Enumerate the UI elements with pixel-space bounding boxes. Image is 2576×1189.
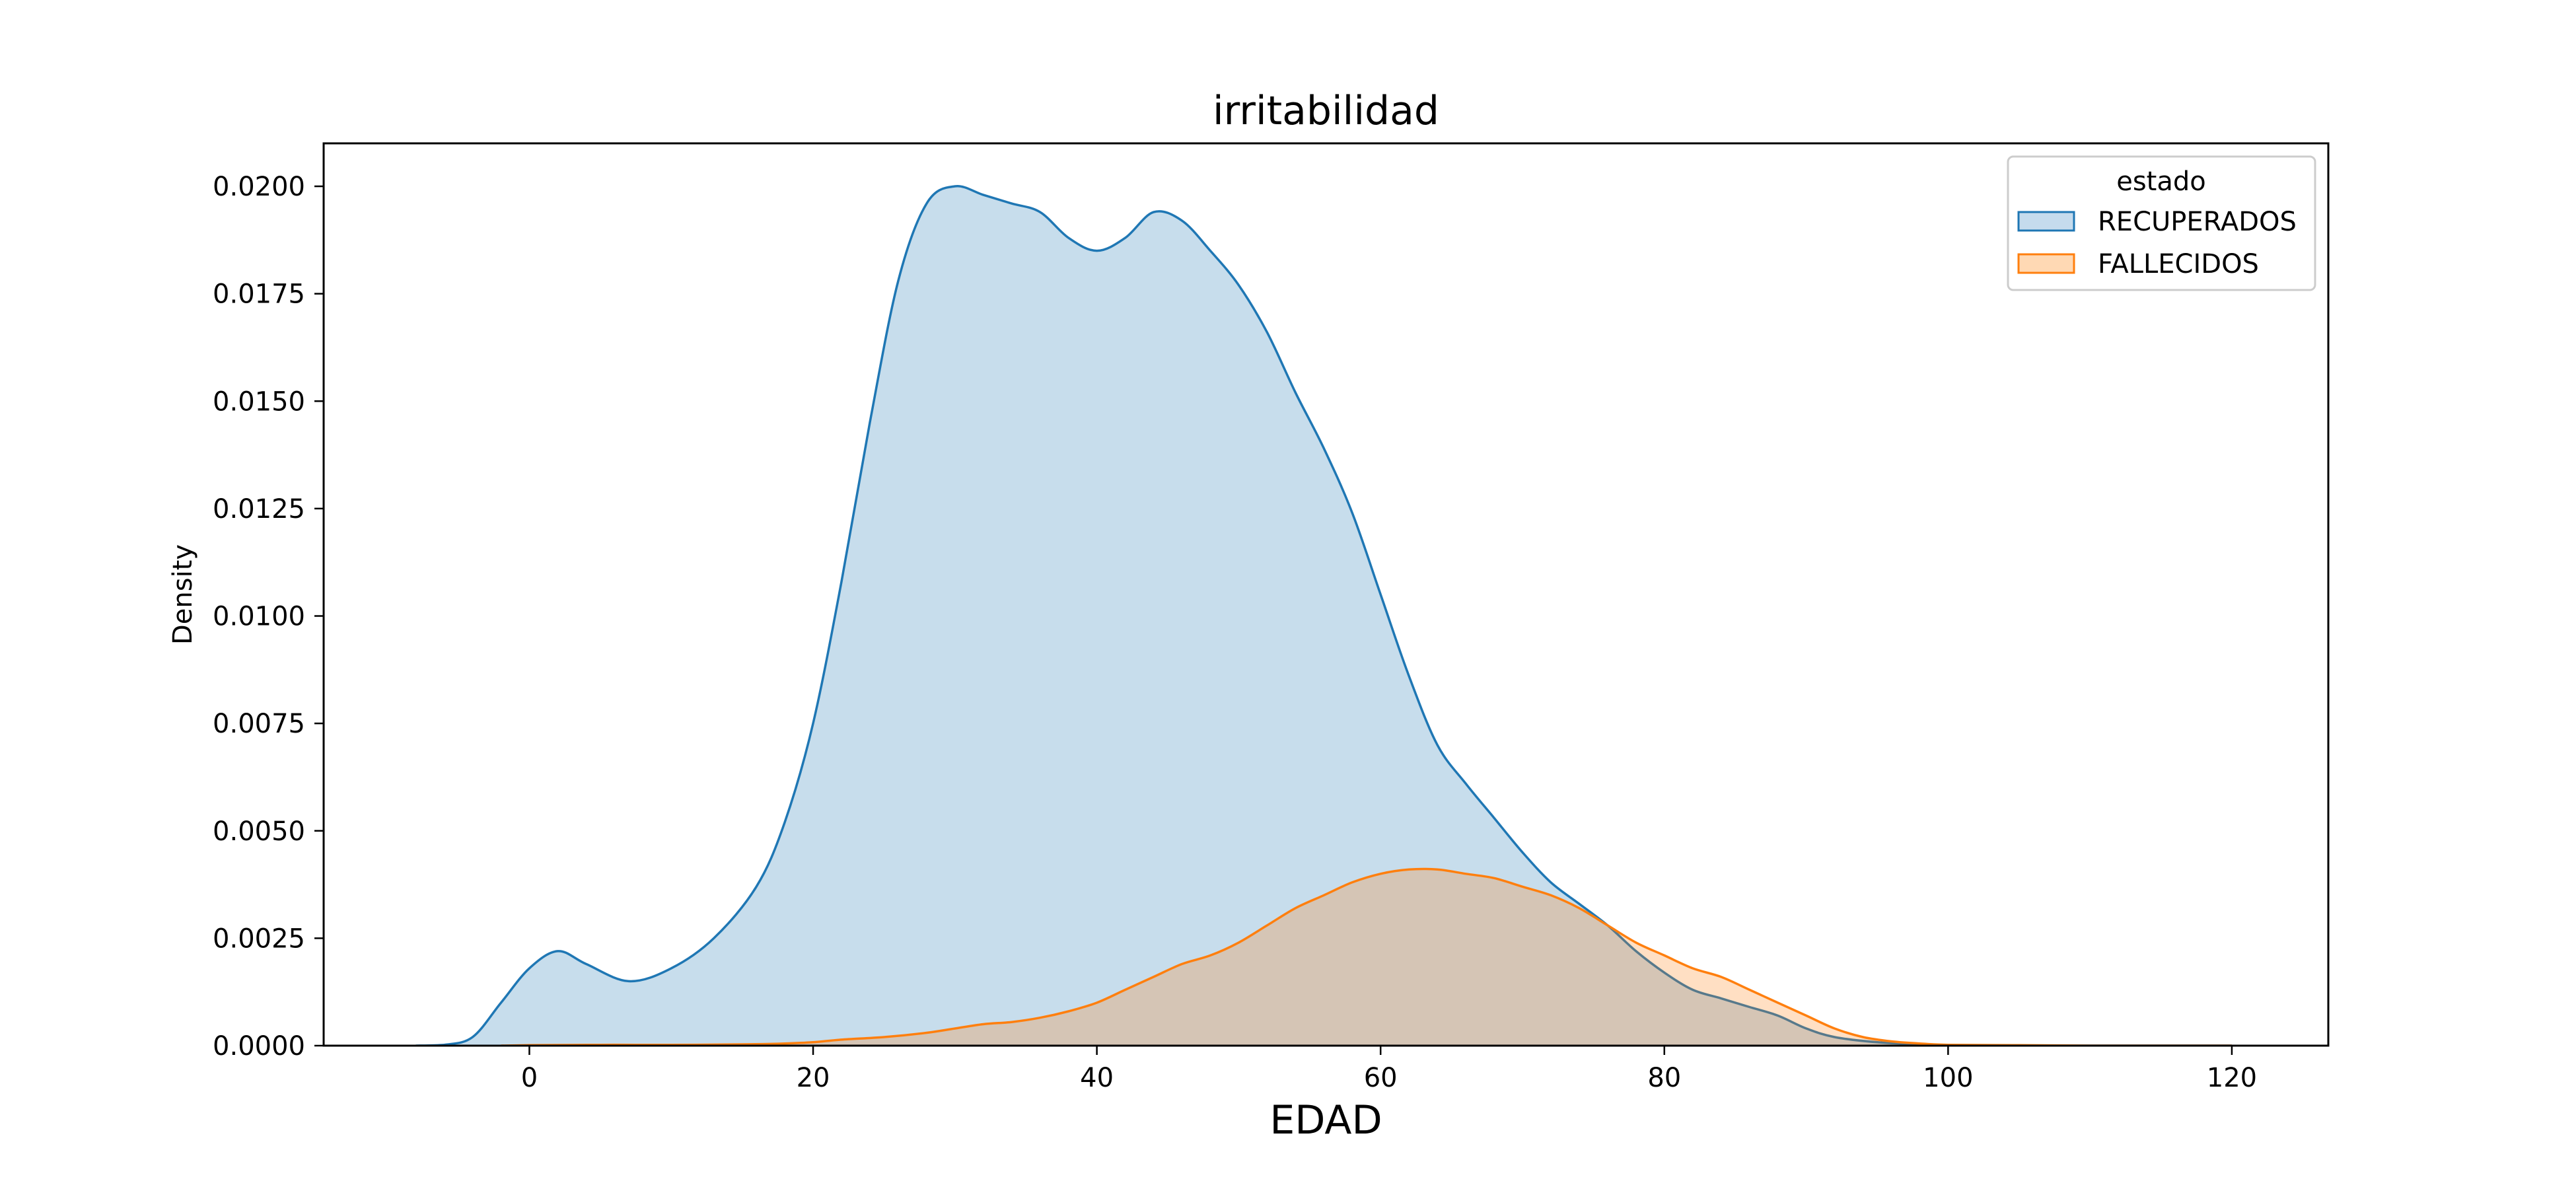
line-recuperados xyxy=(415,185,2232,1046)
legend-label-recuperados: RECUPERADOS xyxy=(2098,207,2297,237)
legend-box xyxy=(2007,155,2316,291)
y-tick-label: 0.0050 xyxy=(213,816,305,847)
y-tick-label: 0.0025 xyxy=(213,923,305,954)
y-tick-label: 0.0100 xyxy=(213,602,305,632)
x-axis: 0 20 40 60 80 100 120 xyxy=(521,1046,2257,1093)
x-tick-label: 80 xyxy=(1647,1063,1681,1093)
x-tick-label: 20 xyxy=(797,1063,830,1093)
y-tick-label: 0.0175 xyxy=(213,279,305,310)
y-axis: 0.0000 0.0025 0.0050 0.0075 0.0100 0.0125 0.01… xyxy=(213,172,324,1062)
x-axis-label: EDAD xyxy=(1270,1097,1382,1143)
legend-swatch-fallecidos xyxy=(2017,253,2075,274)
x-tick-label: 40 xyxy=(1080,1063,1114,1093)
y-tick-label: 0.0125 xyxy=(213,494,305,524)
y-tick-label: 0.0000 xyxy=(213,1031,305,1062)
y-axis-label: Density xyxy=(168,544,198,645)
x-tick-label: 60 xyxy=(1364,1063,1398,1093)
y-tick-label: 0.0075 xyxy=(213,709,305,739)
y-tick-label: 0.0150 xyxy=(213,386,305,417)
legend-title: estado xyxy=(2116,166,2206,197)
legend-items: RECUPERADOS FALLECIDOS xyxy=(2017,207,2297,279)
area-recuperados xyxy=(415,186,2232,1046)
x-tick-label: 100 xyxy=(1923,1063,1973,1093)
plot-frame xyxy=(322,142,2330,1047)
legend-label-fallecidos: FALLECIDOS xyxy=(2098,249,2259,279)
legend-swatch-recuperados xyxy=(2017,211,2075,232)
line-fallecidos xyxy=(501,867,2232,1046)
y-tick-label: 0.0200 xyxy=(213,172,305,202)
x-tick-label: 120 xyxy=(2207,1063,2257,1093)
area-fallecidos xyxy=(501,869,2232,1046)
plot-area xyxy=(415,185,2232,1046)
legend: estado RECUPERADOS FALLECIDOS xyxy=(2007,155,2316,291)
x-tick-label: 0 xyxy=(521,1063,538,1093)
chart-title: irritabilidad xyxy=(1213,88,1439,134)
